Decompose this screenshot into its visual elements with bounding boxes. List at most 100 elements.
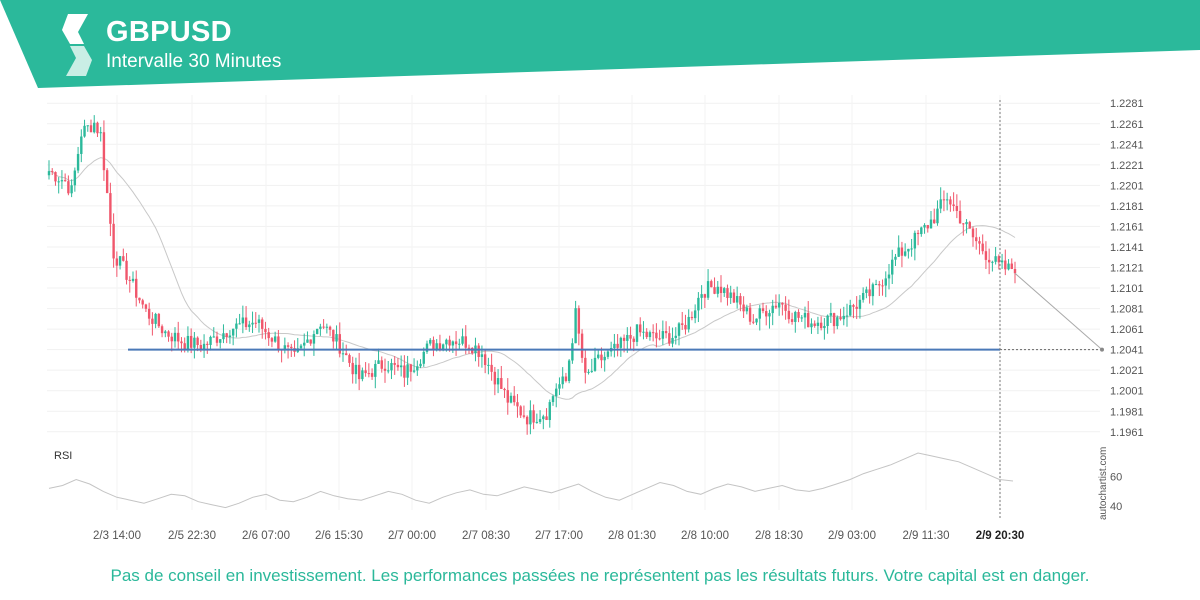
candle-body — [832, 313, 836, 327]
candle-body — [538, 419, 542, 422]
candle-body — [803, 312, 807, 318]
candle-body — [1007, 263, 1010, 270]
candle-body — [102, 132, 106, 171]
candle-body — [987, 259, 991, 263]
candle-body — [393, 363, 396, 365]
candle-body — [277, 336, 280, 350]
candle-body — [797, 311, 800, 318]
candle-body — [164, 331, 167, 334]
candle-body — [429, 339, 432, 344]
candle-body — [290, 346, 293, 349]
candle-body — [380, 360, 383, 369]
candle-body — [755, 318, 758, 323]
candle-body — [409, 364, 413, 372]
candle-body — [286, 345, 290, 347]
candle-body — [57, 181, 60, 183]
candle-body — [884, 278, 887, 286]
candle-body — [748, 307, 752, 322]
candle-body — [784, 304, 787, 311]
rsi-tick-label: 40 — [1110, 501, 1122, 513]
candle-body — [93, 122, 96, 133]
candle-body — [891, 259, 894, 275]
header-banner-background — [0, 0, 1200, 88]
candle-body — [616, 343, 619, 348]
candle-body — [309, 339, 312, 344]
candle-body — [732, 292, 736, 303]
candle-body — [942, 199, 946, 201]
y-tick-label: 1.1981 — [1110, 406, 1144, 418]
x-tick-label: 2/8 18:30 — [755, 530, 803, 542]
candle-body — [199, 344, 203, 350]
candle-body — [687, 316, 690, 330]
candle-body — [622, 337, 626, 341]
candle-body — [994, 256, 997, 262]
candle-body — [206, 343, 209, 345]
candle-body — [561, 376, 564, 385]
candle-body — [900, 247, 904, 256]
candle-body — [451, 341, 455, 346]
candle-body — [170, 336, 173, 342]
candle-body — [868, 289, 871, 297]
candle-body — [144, 304, 148, 309]
candle-body — [548, 402, 551, 421]
candle-body — [878, 284, 881, 286]
candle-body — [212, 336, 215, 338]
candle-body — [719, 286, 723, 294]
candle-body — [267, 332, 270, 339]
candle-body — [777, 302, 781, 308]
autochartist-logo-icon — [58, 14, 96, 76]
candle-body — [800, 317, 803, 319]
candle-body — [887, 274, 891, 279]
candle-body — [645, 331, 648, 338]
candle-body — [335, 334, 338, 342]
candle-body — [1000, 260, 1004, 263]
candle-body — [186, 335, 190, 350]
candle-body — [432, 339, 435, 351]
candle-body — [367, 373, 371, 375]
candle-body — [816, 322, 820, 326]
candle-body — [383, 368, 387, 371]
candle-body — [981, 243, 984, 252]
candle-body — [160, 326, 164, 334]
candle-body — [496, 378, 500, 385]
forecast-target-marker — [1100, 347, 1104, 352]
candle-body — [264, 328, 267, 333]
candle-body — [422, 351, 425, 364]
candle-body — [535, 421, 539, 423]
candle-body — [238, 323, 241, 325]
candle-body — [580, 333, 584, 358]
candle-body — [651, 332, 655, 334]
candle-body — [1010, 263, 1013, 269]
price-chart: 1.2281 1.2261 1.2241 1.2221 1.2201 1.2181 1.21… — [47, 95, 1144, 542]
candle-body — [913, 232, 917, 249]
candle-body — [364, 370, 367, 374]
candle-body — [503, 388, 506, 391]
candle-body — [312, 334, 316, 344]
candle-body — [923, 225, 926, 228]
candle-body — [858, 299, 862, 309]
candle-body — [519, 406, 522, 416]
candle-body — [910, 248, 913, 250]
candle-body — [626, 334, 629, 341]
candle-body — [965, 222, 968, 225]
candle-body — [823, 325, 826, 329]
candle-body — [70, 185, 73, 194]
rsi-line — [48, 452, 1014, 509]
candle-body — [183, 343, 186, 350]
candle-body — [357, 364, 361, 380]
candle-body — [861, 292, 865, 300]
candle-body — [438, 343, 442, 350]
candle-body — [684, 324, 687, 330]
candle-body — [209, 336, 212, 345]
candle-body — [406, 364, 409, 378]
candle-body — [490, 364, 493, 372]
x-tick-label: 2/8 10:00 — [681, 530, 729, 542]
candle-body — [619, 337, 623, 348]
x-tick-label: 2/7 08:30 — [462, 530, 510, 542]
candle-body — [723, 288, 726, 294]
candle-body — [254, 322, 257, 324]
y-tick-label: 1.2241 — [1110, 139, 1144, 151]
x-tick-label: 2/9 20:30 — [976, 530, 1025, 542]
candle-body — [761, 308, 765, 312]
candle-body — [328, 326, 332, 330]
